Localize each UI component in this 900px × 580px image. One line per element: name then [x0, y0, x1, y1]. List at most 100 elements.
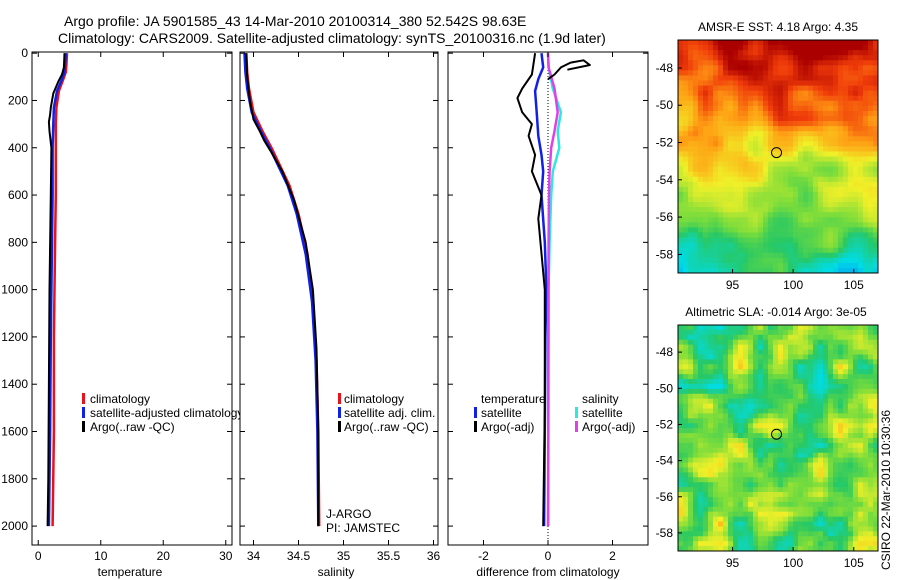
y-tick-label: 1000 [1, 283, 28, 297]
map-cell [788, 80, 794, 86]
map-cell [683, 457, 689, 463]
map-cell [863, 393, 869, 400]
map-cell [783, 80, 789, 86]
map-cell [793, 393, 799, 400]
map-cell [853, 110, 859, 117]
map-cell [743, 95, 749, 102]
map-cell [768, 202, 774, 208]
map-cell [858, 171, 864, 178]
map-cell [688, 146, 694, 152]
map-cell [798, 45, 804, 51]
map-cell [823, 423, 829, 429]
map-cell [743, 531, 749, 537]
map-cell [813, 472, 819, 478]
salinity-ticks: 34 34.5 35 35.5 36 [240, 52, 440, 563]
map-cell [833, 408, 839, 414]
map-cell [803, 166, 809, 173]
map-cell [698, 398, 704, 405]
x-tick-label: 34 [247, 549, 261, 563]
map-cell [768, 161, 774, 168]
map-cell [868, 166, 874, 173]
map-cell [693, 354, 699, 360]
map-cell [833, 247, 839, 254]
map-cell [733, 191, 739, 198]
map-cell [708, 467, 714, 473]
map-cell [768, 511, 774, 518]
map-cell [823, 161, 829, 168]
map-cell [688, 75, 694, 81]
map-cell [733, 222, 739, 228]
map-cell [728, 156, 734, 162]
map-cell [843, 482, 849, 488]
map-cell [783, 526, 789, 532]
map-cell [703, 166, 709, 173]
map-cell [803, 65, 809, 71]
map-cell [873, 105, 879, 112]
map-cell [758, 60, 764, 66]
map-cell [693, 482, 699, 488]
map-cell [763, 501, 769, 508]
map-cell [833, 146, 839, 152]
map-cell [763, 232, 769, 238]
map-cell [828, 359, 834, 365]
map-cell [858, 207, 864, 213]
map-cell [848, 428, 854, 434]
map-cell [868, 186, 874, 193]
map-cell [708, 379, 714, 385]
map-cell [768, 222, 774, 228]
map-cell [863, 60, 869, 66]
map-cell [693, 428, 699, 434]
map-cell [728, 257, 734, 264]
map-cell [813, 354, 819, 360]
map-cell [863, 438, 869, 444]
map-cell [688, 364, 694, 370]
map-cell [693, 388, 699, 395]
map-cell [728, 452, 734, 459]
map-cell [768, 55, 774, 61]
map-cell [808, 418, 814, 424]
map-cell [788, 325, 794, 331]
map-cell [678, 121, 684, 127]
map-cell [838, 126, 844, 132]
map-cell [763, 121, 769, 127]
map-cell [778, 423, 784, 429]
map-cell [823, 521, 829, 527]
map-cell [688, 334, 694, 341]
map-cell [703, 506, 709, 513]
map-cell [678, 541, 684, 547]
map-cell [733, 462, 739, 468]
map-cell [748, 472, 754, 478]
map-cell [868, 90, 874, 97]
map-cell [828, 95, 834, 102]
map-cell [793, 115, 799, 122]
map-cell [823, 75, 829, 81]
map-cell [683, 413, 689, 419]
map-cell [763, 110, 769, 117]
map-cell [848, 472, 854, 478]
map-cell [793, 110, 799, 117]
map-cell [783, 212, 789, 218]
map-cell [703, 75, 709, 81]
map-cell [688, 418, 694, 424]
map-cell [678, 379, 684, 385]
map-cell [838, 186, 844, 193]
map-cell [723, 115, 729, 122]
map-cell [818, 257, 824, 264]
map-cell [783, 65, 789, 71]
map-cell [773, 334, 779, 341]
map-cell [748, 496, 754, 503]
map-cell [863, 207, 869, 213]
map-cell [718, 237, 724, 244]
map-cell [698, 423, 704, 429]
map-cell [733, 369, 739, 375]
map-cell [798, 325, 804, 331]
map-cell [753, 232, 759, 238]
map-cell [853, 50, 859, 56]
map-cell [808, 267, 814, 274]
map-cell [688, 181, 694, 188]
map-cell [828, 237, 834, 244]
map-cell [873, 462, 879, 468]
map-cell [778, 55, 784, 61]
map-cell [748, 166, 754, 173]
map-cell [688, 60, 694, 66]
